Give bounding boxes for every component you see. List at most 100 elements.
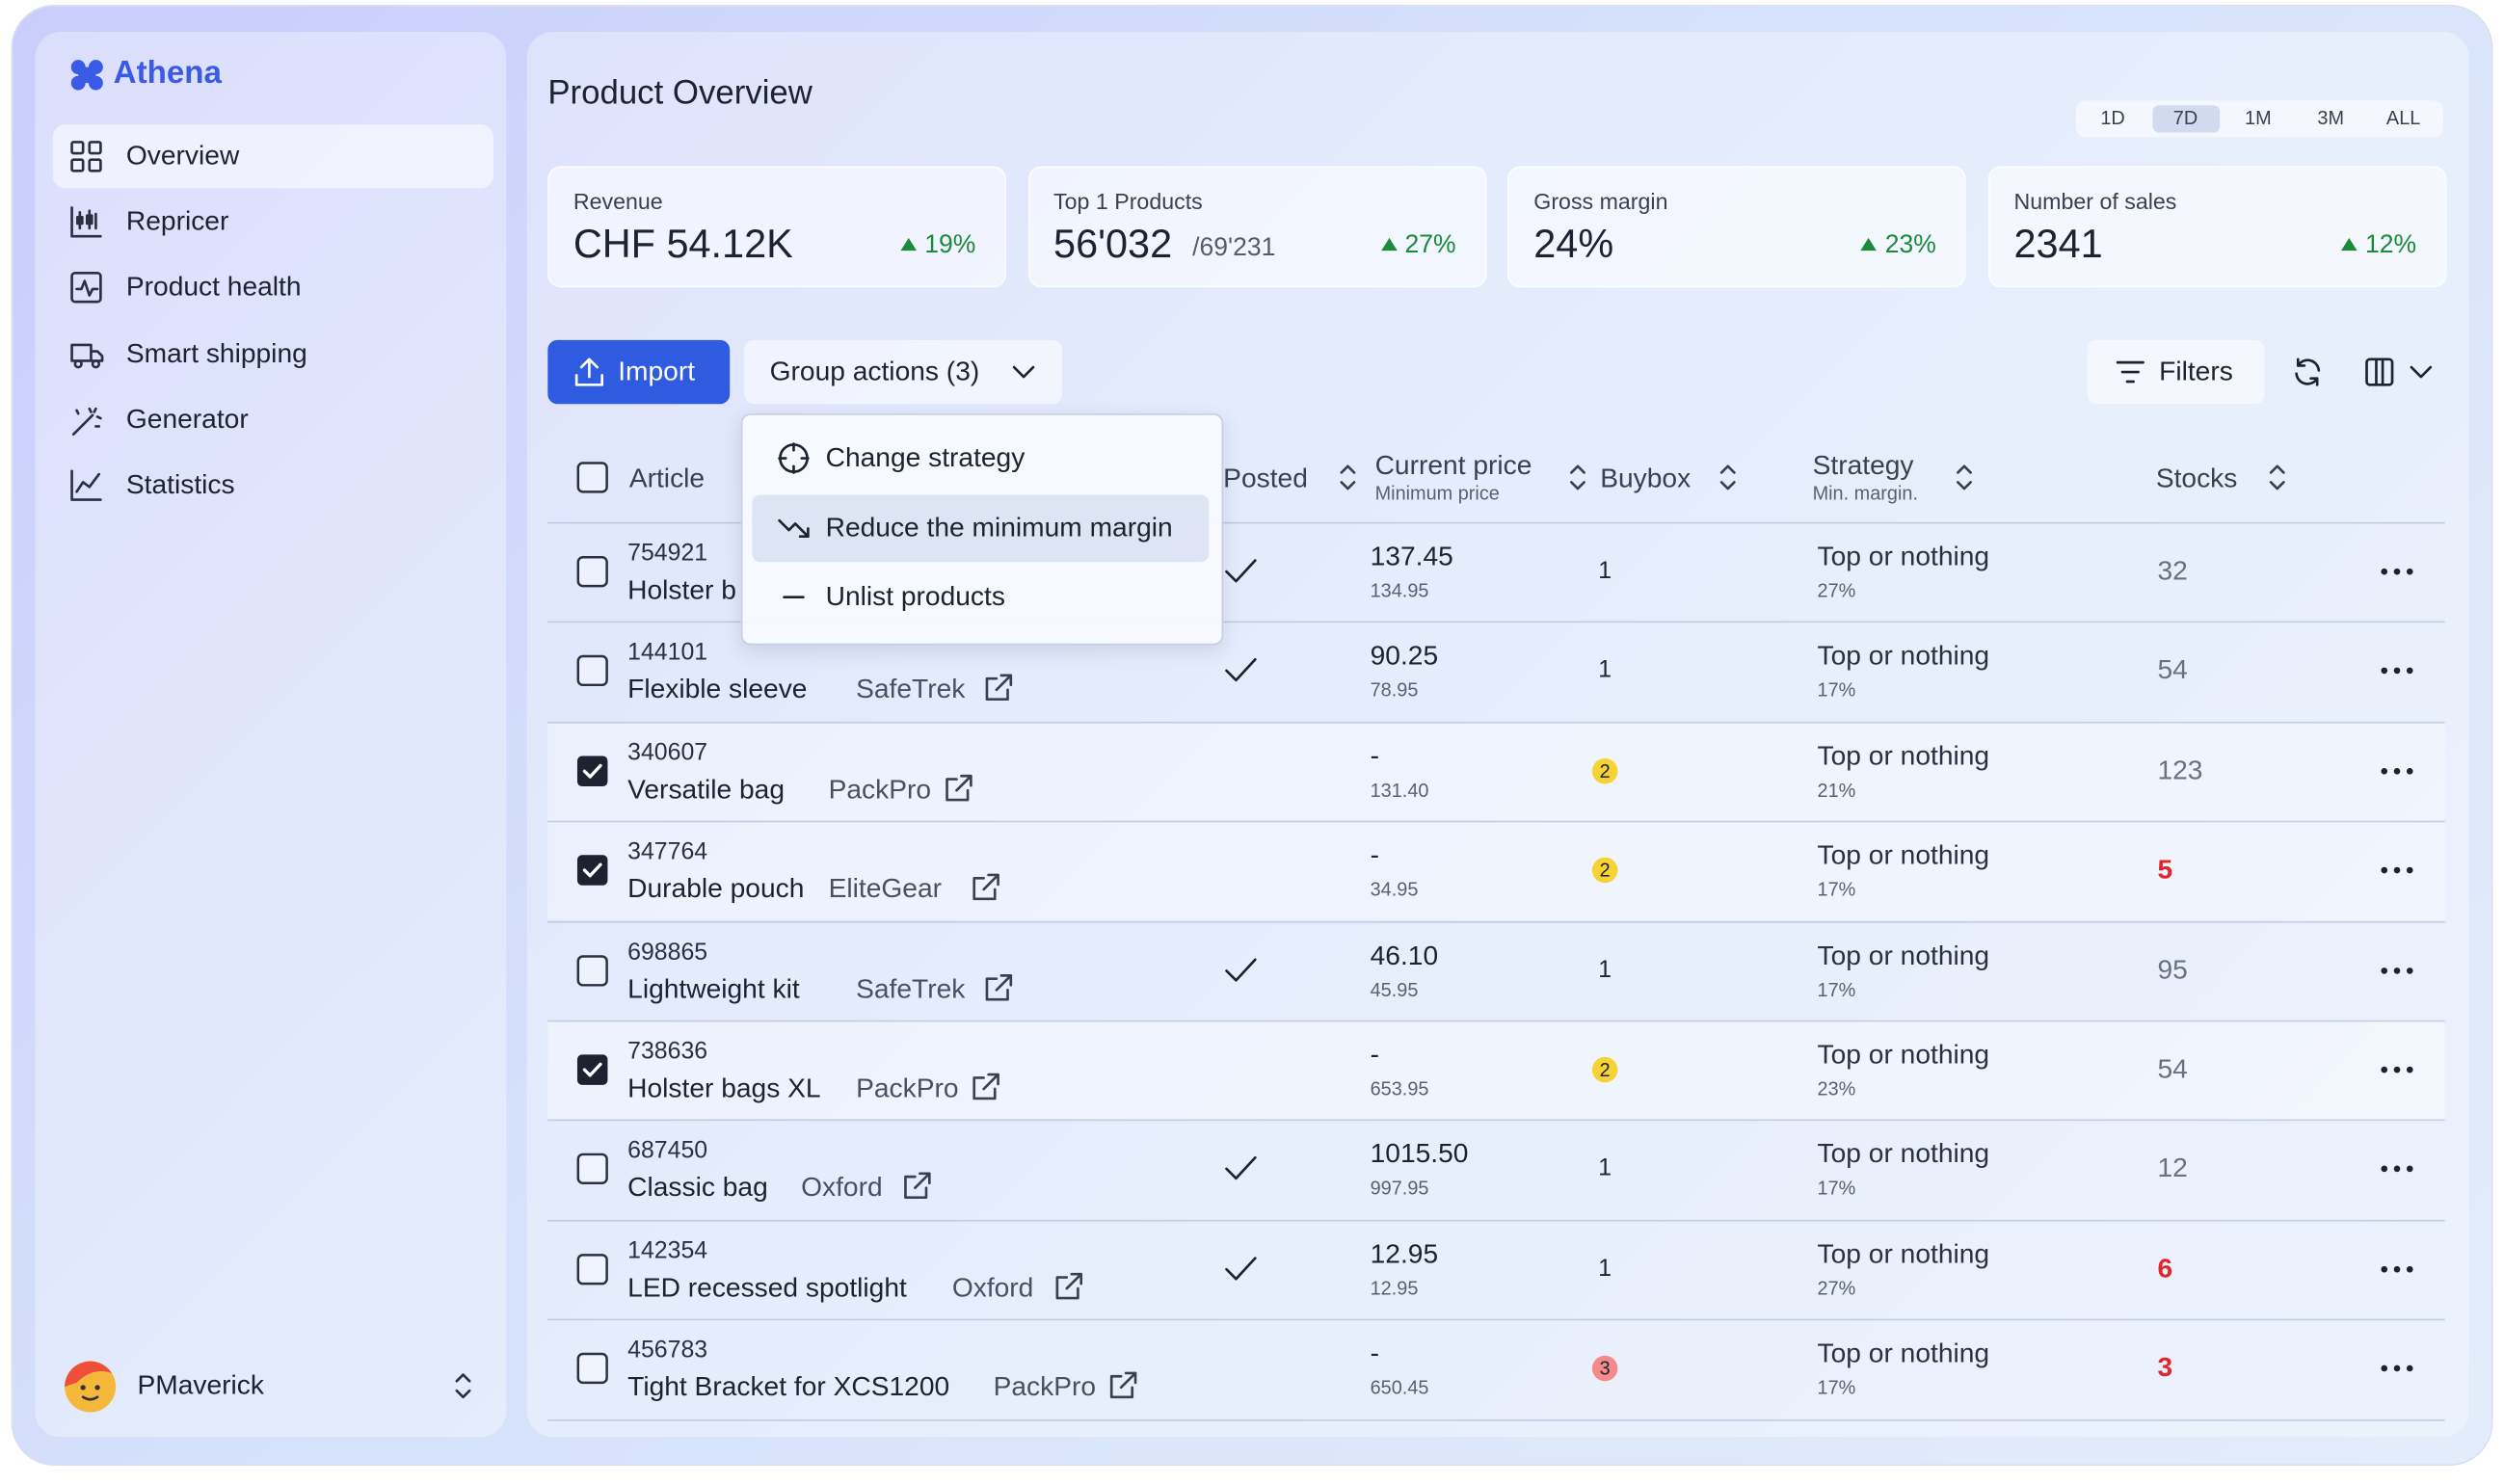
article-id: 754921 bbox=[627, 540, 708, 568]
app-name: Athena bbox=[113, 55, 222, 92]
kpi-trend: 23% bbox=[1884, 231, 1936, 259]
row-menu bbox=[2381, 1265, 2413, 1273]
row-divider bbox=[547, 1219, 2445, 1222]
article-brand: Oxford bbox=[801, 1172, 883, 1204]
current-price: 1015.50 bbox=[1370, 1139, 1469, 1170]
group-actions-button[interactable] bbox=[744, 339, 1062, 405]
margin: 17% bbox=[1817, 978, 1856, 1001]
article-name: Flexible sleeve bbox=[627, 674, 808, 705]
stocks: 54 bbox=[2157, 654, 2188, 686]
margin: 27% bbox=[1817, 579, 1856, 602]
kpi-suffix: /69'231 bbox=[1192, 234, 1276, 262]
article-brand: Oxford bbox=[951, 1272, 1034, 1303]
nav-icon bbox=[70, 342, 104, 368]
margin: 17% bbox=[1817, 1177, 1856, 1200]
menu-item[interactable]: Change strategy bbox=[825, 441, 1026, 473]
col-header: Article bbox=[628, 463, 706, 493]
row-menu bbox=[2381, 1166, 2413, 1173]
logo-icon bbox=[70, 60, 103, 91]
posted-check bbox=[1225, 1256, 1257, 1281]
buybox: 1 bbox=[1598, 557, 1612, 585]
min-price: 997.95 bbox=[1370, 1177, 1429, 1200]
period-option[interactable]: ALL bbox=[2385, 107, 2421, 130]
article-name: LED recessed spotlight bbox=[627, 1272, 907, 1303]
filters-label[interactable]: Filters bbox=[2159, 356, 2233, 386]
current-price: 90.25 bbox=[1370, 641, 1439, 672]
nav-icon bbox=[71, 407, 102, 436]
row-menu bbox=[2381, 568, 2413, 575]
strategy: Top or nothing bbox=[1817, 940, 1990, 970]
nav-item[interactable]: Repricer bbox=[125, 206, 229, 237]
article-name: Holster bags XL bbox=[627, 1073, 821, 1103]
menu-item[interactable]: Unlist products bbox=[825, 581, 1005, 612]
kpi-card bbox=[1027, 166, 1487, 288]
buybox: 1 bbox=[1598, 656, 1612, 684]
nav-active-bg bbox=[52, 124, 493, 189]
stocks: 54 bbox=[2157, 1053, 2188, 1085]
min-price: 650.45 bbox=[1370, 1376, 1429, 1399]
row-menu bbox=[2381, 1066, 2413, 1073]
row-divider bbox=[547, 622, 2445, 623]
period-active bbox=[2151, 105, 2220, 133]
nav-item[interactable]: Overview bbox=[125, 140, 240, 172]
menu-icon bbox=[778, 442, 810, 474]
row-menu bbox=[2381, 1365, 2413, 1372]
article-id: 687450 bbox=[627, 1137, 708, 1165]
current-price: 137.45 bbox=[1370, 541, 1453, 572]
kpi-trend: 27% bbox=[1404, 231, 1456, 259]
sort-icon bbox=[1340, 464, 1356, 490]
margin: 17% bbox=[1817, 678, 1856, 702]
row-divider bbox=[547, 1120, 2445, 1122]
period-option[interactable]: 3M bbox=[2317, 107, 2345, 130]
kpi-label: Gross margin bbox=[1533, 188, 1668, 215]
import-label[interactable]: Import bbox=[618, 356, 696, 386]
filters-button[interactable] bbox=[2087, 339, 2265, 405]
nav-icon bbox=[70, 469, 102, 501]
nav-item[interactable]: Smart shipping bbox=[125, 337, 307, 369]
min-price: 34.95 bbox=[1370, 878, 1419, 901]
external-link bbox=[946, 774, 972, 802]
strategy: Top or nothing bbox=[1817, 740, 1990, 771]
import-button[interactable] bbox=[547, 339, 731, 405]
margin: 23% bbox=[1817, 1077, 1856, 1100]
strategy: Top or nothing bbox=[1817, 1139, 1990, 1170]
trend-up bbox=[2341, 237, 2357, 252]
period-option[interactable]: 7D bbox=[2172, 107, 2198, 130]
article-brand: EliteGear bbox=[828, 873, 943, 905]
stocks: 123 bbox=[2157, 755, 2203, 785]
min-price: 45.95 bbox=[1370, 978, 1419, 1001]
nav-item[interactable]: Generator bbox=[125, 403, 249, 435]
period-option[interactable]: 1D bbox=[2100, 107, 2125, 130]
article-brand: PackPro bbox=[856, 1073, 959, 1103]
checkbox bbox=[576, 1153, 608, 1185]
margin: 21% bbox=[1817, 779, 1856, 802]
col-header: Strategy bbox=[1812, 450, 1914, 481]
filter-icon bbox=[2116, 360, 2144, 384]
period-option[interactable]: 1M bbox=[2245, 107, 2272, 130]
user-name[interactable]: PMaverick bbox=[137, 1369, 264, 1401]
current-price: - bbox=[1370, 1338, 1380, 1369]
row-divider bbox=[547, 820, 2445, 823]
current-price: - bbox=[1370, 740, 1380, 771]
article-id: 340607 bbox=[627, 738, 708, 766]
group-actions-label[interactable]: Group actions (3) bbox=[769, 356, 980, 386]
col-header-sub: Min. margin. bbox=[1812, 482, 1918, 505]
col-header: Stocks bbox=[2155, 463, 2238, 493]
min-price: 134.95 bbox=[1370, 579, 1429, 602]
checkbox bbox=[576, 655, 608, 687]
buybox: 1 bbox=[1598, 955, 1612, 983]
stocks: 6 bbox=[2157, 1253, 2173, 1284]
buybox: 1 bbox=[1598, 1154, 1612, 1182]
row-divider bbox=[547, 1020, 2445, 1022]
menu-item[interactable]: Reduce the minimum margin bbox=[825, 512, 1173, 543]
row-menu bbox=[2381, 767, 2413, 775]
nav-item[interactable]: Statistics bbox=[125, 469, 235, 500]
article-id: 144101 bbox=[627, 639, 708, 667]
buybox-badge bbox=[1591, 1356, 1618, 1382]
strategy: Top or nothing bbox=[1817, 541, 1990, 572]
article-brand: SafeTrek bbox=[856, 973, 966, 1004]
nav-item[interactable]: Product health bbox=[125, 272, 302, 303]
row-selected-bg bbox=[547, 723, 2445, 821]
current-price: - bbox=[1370, 1039, 1380, 1071]
